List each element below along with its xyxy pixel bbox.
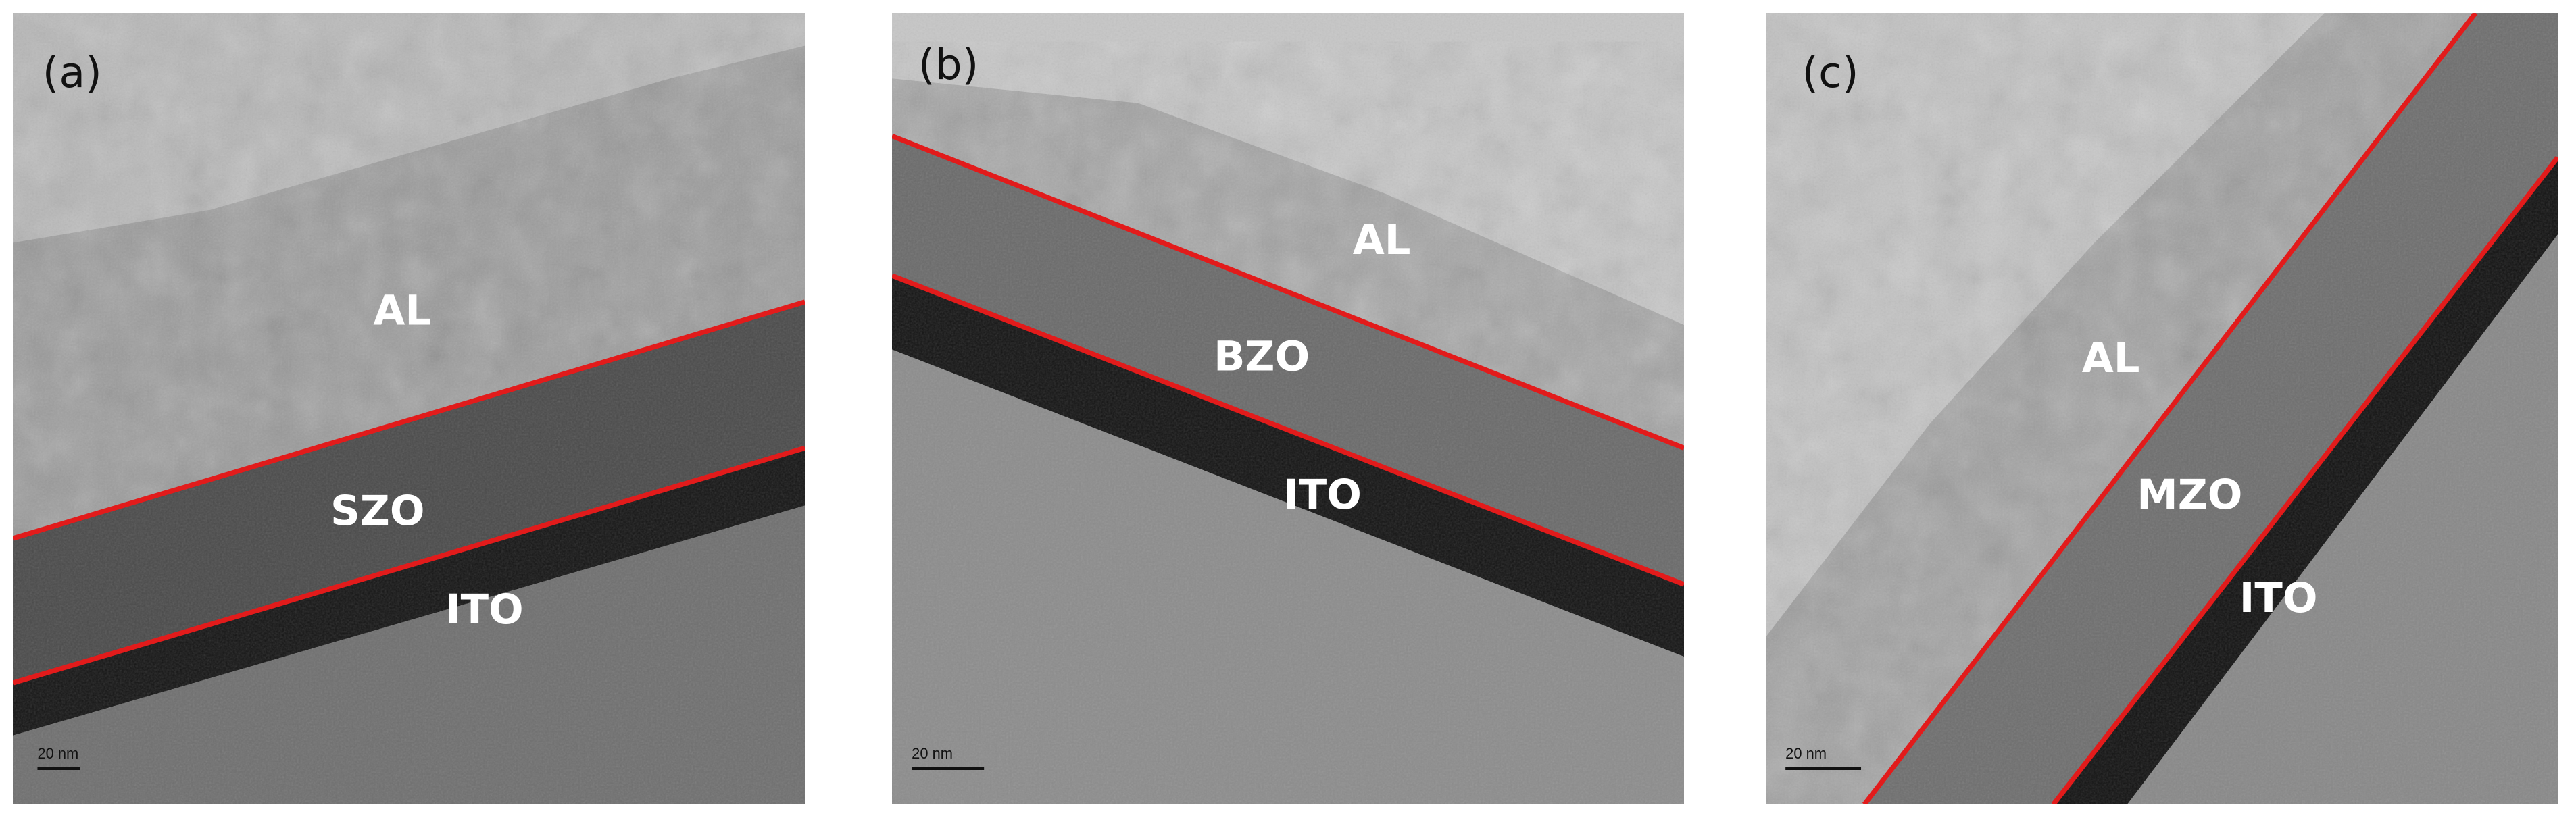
layer-label: AL xyxy=(373,288,431,335)
panel-label: (c) xyxy=(1802,47,1858,97)
panel-label: (a) xyxy=(43,47,102,97)
layer-label: ITO xyxy=(1283,471,1362,519)
interface-line xyxy=(13,299,805,541)
interface-line xyxy=(13,445,805,686)
layer-label: AL xyxy=(1353,217,1411,264)
scale-bar-label: 20 nm xyxy=(37,745,78,762)
grain xyxy=(892,13,1684,804)
layer-label: MZO xyxy=(2137,471,2242,519)
scale-bar-label: 20 nm xyxy=(912,745,953,762)
interface-line xyxy=(892,133,1684,451)
micrograph-a: (a) AL SZO ITO 20 nm xyxy=(13,13,805,804)
grain xyxy=(1766,13,2558,804)
micrograph-c: (c) AL MZO ITO 20 nm xyxy=(1766,13,2558,804)
layer-label: ITO xyxy=(2239,575,2318,622)
layer-label: SZO xyxy=(330,488,424,535)
grain xyxy=(13,13,805,804)
scale-bar-label: 20 nm xyxy=(1785,745,1827,762)
interface-line xyxy=(2051,155,2558,804)
layer-label: BZO xyxy=(1214,334,1310,381)
micrograph-b: (b) AL BZO ITO 20 nm xyxy=(892,13,1684,804)
layer-label: ITO xyxy=(445,586,524,634)
interface-line xyxy=(892,273,1684,587)
interface-line xyxy=(1862,13,2478,804)
panel-label: (b) xyxy=(918,39,979,89)
layer-label: AL xyxy=(2082,335,2140,382)
